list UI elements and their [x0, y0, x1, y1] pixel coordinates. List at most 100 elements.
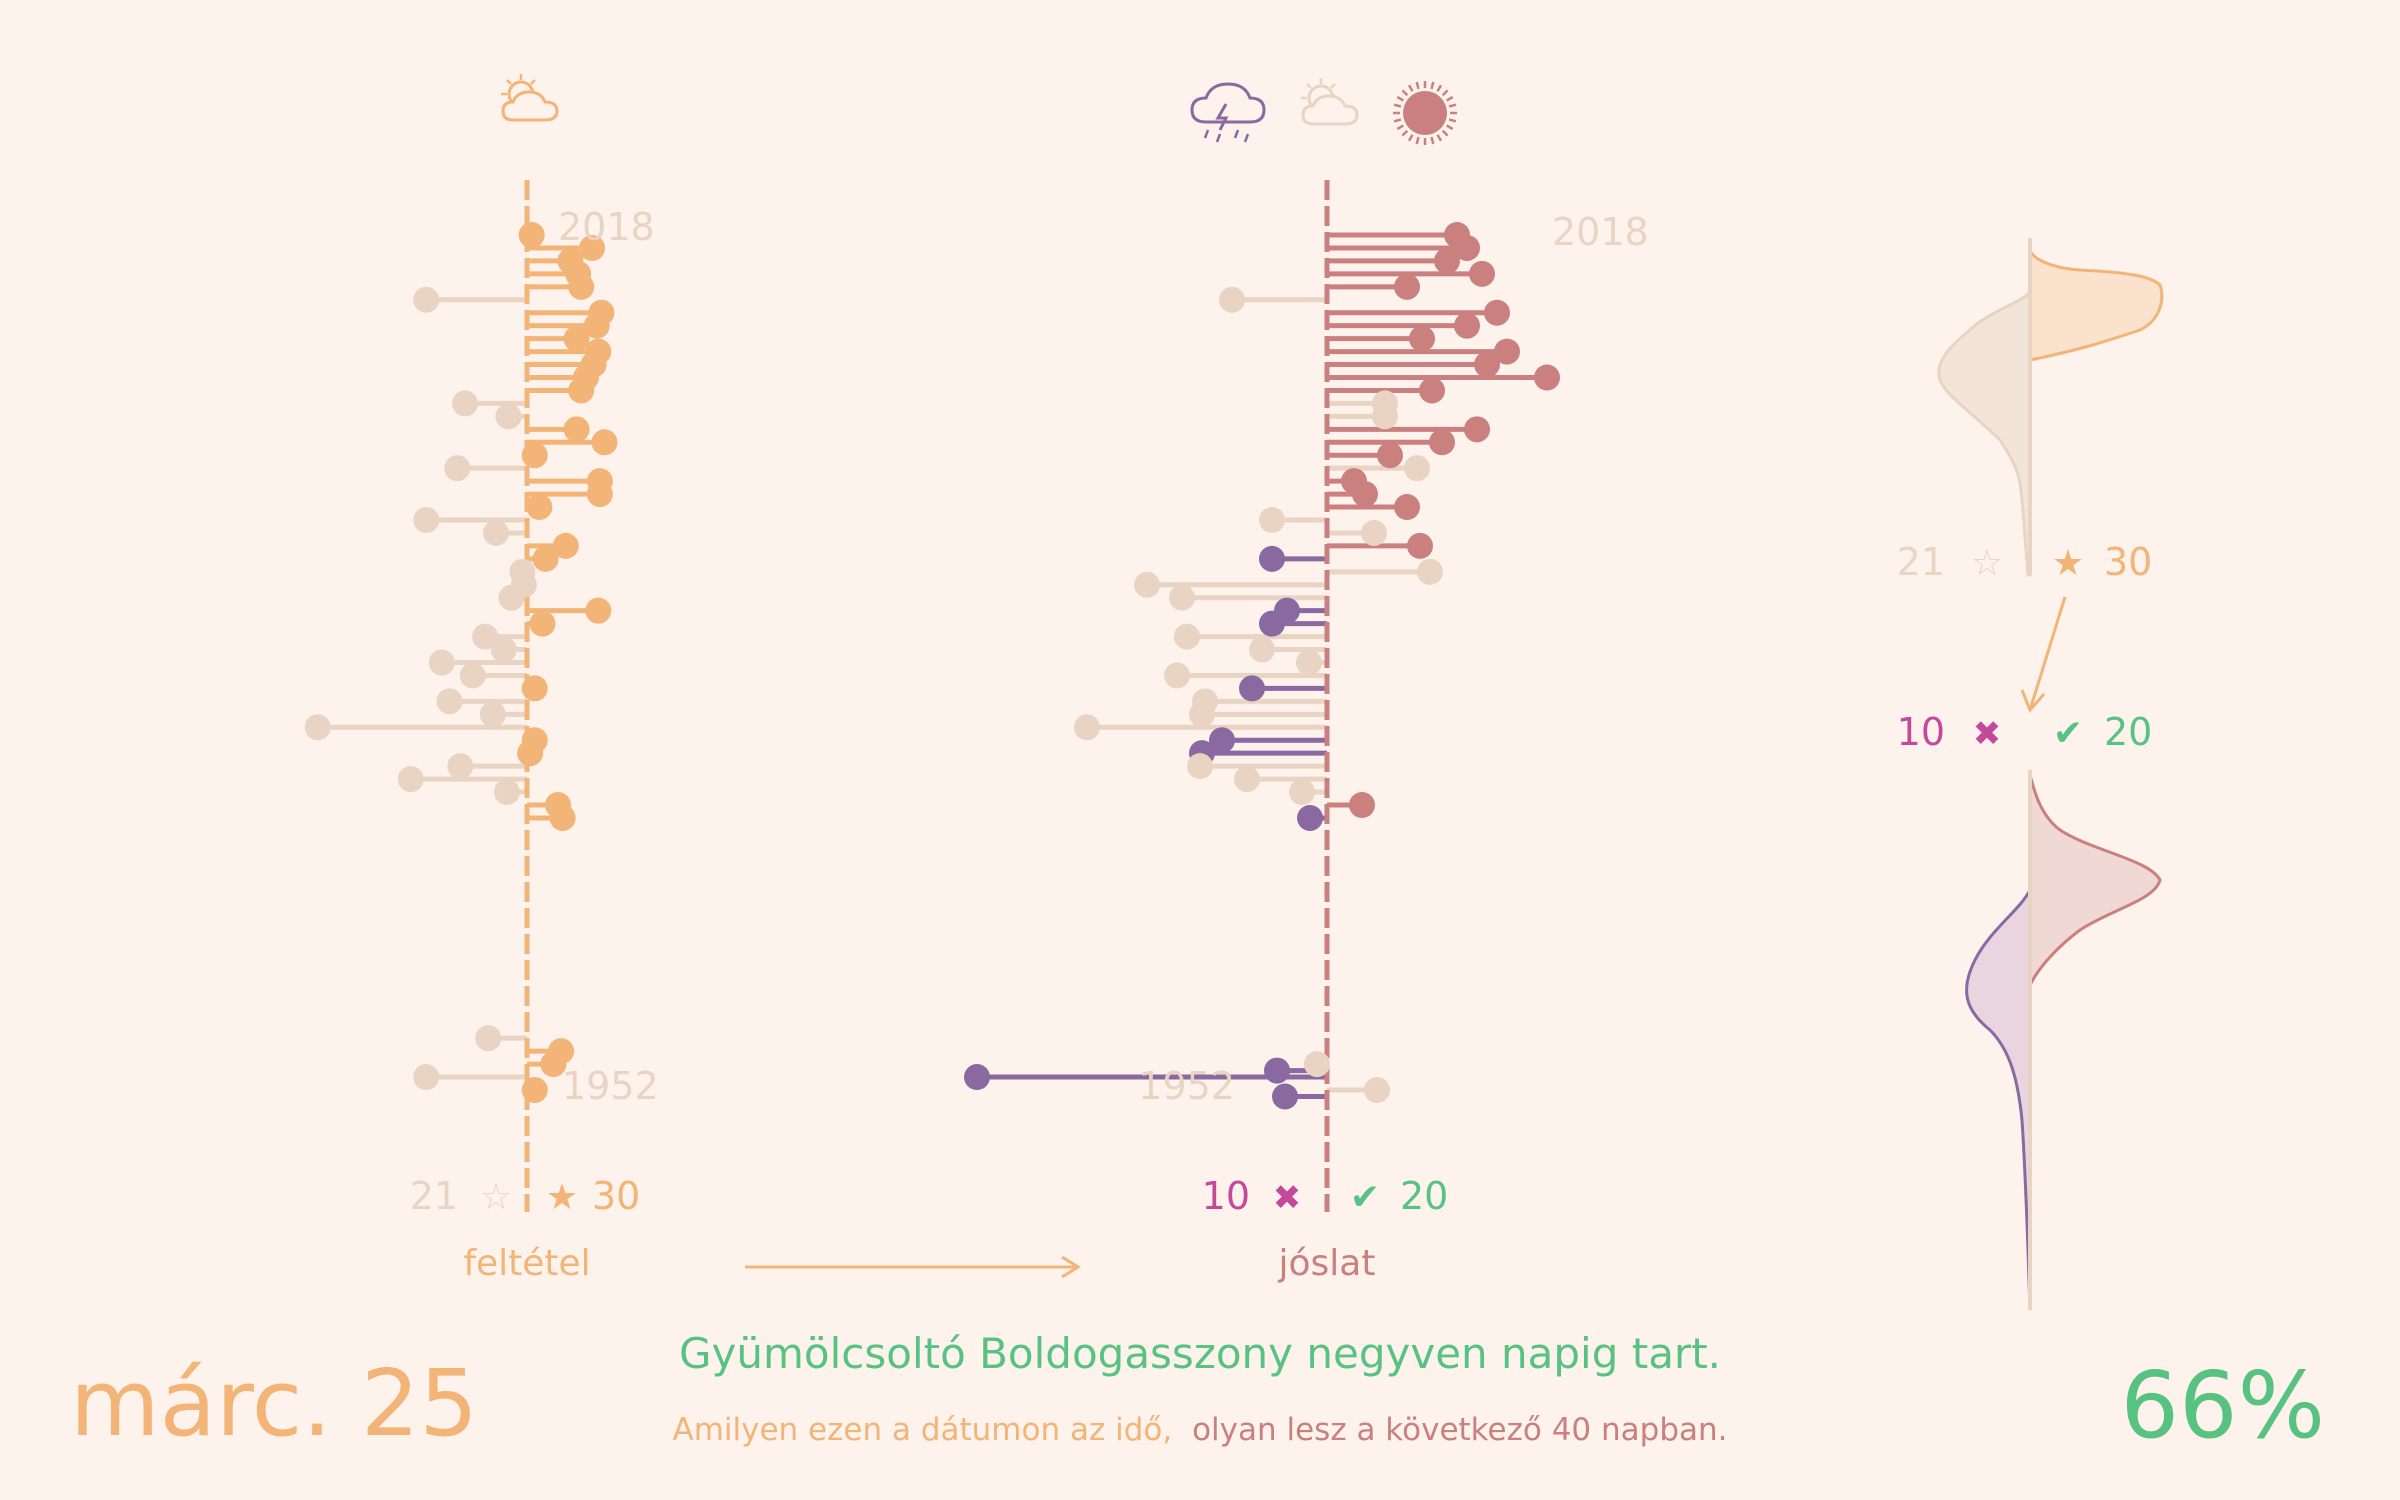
forecast-point	[1372, 403, 1398, 430]
condition-count-pass: 30	[592, 1174, 640, 1218]
condition-point	[483, 519, 509, 546]
forecast-point	[1407, 532, 1433, 559]
forecast-point	[1361, 519, 1387, 546]
side-count-pass: 30	[2104, 540, 2152, 584]
forecast-point	[1296, 649, 1322, 676]
forecast-point	[1219, 286, 1245, 313]
condition-point	[479, 701, 506, 728]
condition-point	[459, 662, 486, 689]
forecast-point	[1534, 364, 1560, 391]
sun-icon	[1393, 81, 1457, 145]
explanation-part2: olyan lesz a következő 40 napban.	[1192, 1412, 1727, 1448]
condition-point	[518, 222, 545, 248]
cross-icon: ✖	[1973, 714, 2002, 754]
forecast-point	[1289, 779, 1315, 806]
condition-point	[549, 804, 576, 831]
forecast-count-wrong: 10	[1202, 1174, 1250, 1218]
forecast-point	[1349, 792, 1375, 818]
forecast-point	[1484, 299, 1510, 326]
forecast-point	[1464, 416, 1490, 443]
forecast-point	[1264, 1057, 1290, 1084]
star-empty-icon: ☆	[1971, 543, 2003, 584]
condition-point	[490, 636, 517, 663]
condition-point	[452, 390, 478, 417]
condition-density	[1937, 238, 2164, 577]
forecast-point	[1434, 247, 1460, 274]
condition-point	[583, 312, 610, 339]
partly-cloudy-icon	[1301, 78, 1359, 126]
condition-point	[563, 325, 590, 352]
forecast-point	[1297, 804, 1323, 831]
forecast-point	[1259, 507, 1285, 533]
side-count-wrong: 10	[1897, 710, 1945, 754]
forecast-point	[1189, 701, 1215, 728]
condition-point	[521, 675, 548, 702]
condition-point	[493, 779, 520, 806]
forecast-point	[1409, 325, 1435, 352]
condition-point	[579, 234, 606, 261]
forecast-point	[1454, 312, 1480, 339]
condition-point	[413, 286, 440, 313]
forecast-label: jóslat	[1278, 1243, 1376, 1284]
forecast-point	[1404, 455, 1430, 482]
condition-point	[413, 1064, 440, 1091]
star-full-icon: ★	[2052, 543, 2084, 584]
forecast-point	[1259, 610, 1285, 637]
forecast-year-bottom: 1952	[1138, 1064, 1235, 1108]
check-icon: ✔	[1350, 1177, 1380, 1218]
forecast-point	[1249, 636, 1275, 663]
condition-year-top: 2018	[558, 205, 655, 249]
condition-point	[413, 507, 440, 533]
forecast-point	[1272, 1083, 1298, 1110]
forecast-point	[1494, 338, 1520, 365]
condition-point	[475, 1025, 502, 1052]
accuracy-percent: 66%	[2121, 1352, 2325, 1459]
condition-point	[521, 442, 548, 469]
forecast-point	[1304, 1051, 1330, 1078]
cross-icon: ✖	[1273, 1178, 1302, 1218]
check-icon: ✔	[2053, 713, 2083, 754]
forecast-point	[1419, 377, 1445, 404]
partly-cloudy-icon	[501, 74, 559, 122]
forecast-point	[1474, 351, 1500, 378]
condition-point	[568, 273, 595, 300]
condition-point	[521, 1077, 548, 1103]
forecast-point	[1394, 273, 1420, 300]
forecast-point	[1259, 545, 1285, 572]
forecast-point	[1377, 442, 1403, 469]
condition-point	[397, 766, 424, 793]
forecast-count-right: 20	[1400, 1174, 1448, 1218]
condition-point	[526, 494, 553, 521]
star-empty-icon: ☆	[480, 1177, 512, 1218]
condition-point	[447, 753, 474, 780]
forecast-point	[1209, 727, 1235, 754]
condition-point	[529, 610, 556, 637]
condition-point	[586, 481, 613, 508]
condition-point	[495, 403, 522, 430]
side-count-fail: 21	[1897, 540, 1945, 584]
forecast-point	[1364, 1077, 1390, 1103]
explanation-part1: Amilyen ezen a dátumon az idő,	[673, 1412, 1173, 1448]
condition-point	[444, 455, 471, 482]
saying: Gyümölcsoltó Boldogasszony negyven napig…	[679, 1329, 1721, 1378]
condition-point	[517, 740, 544, 767]
arrow-icon	[2020, 596, 2067, 713]
condition-point	[563, 416, 590, 443]
forecast-point	[1187, 753, 1213, 780]
condition-point	[428, 649, 455, 676]
forecast-point	[1169, 584, 1195, 611]
forecast-point	[1234, 766, 1260, 793]
forecast-point	[1429, 429, 1455, 456]
condition-point	[568, 377, 595, 404]
condition-year-bottom: 1952	[562, 1064, 659, 1108]
condition-point	[532, 545, 559, 572]
forecast-point	[1417, 558, 1443, 585]
condition-label: feltétel	[463, 1243, 590, 1284]
date-label: márc. 25	[70, 1350, 478, 1457]
forecast-point	[1239, 675, 1265, 702]
condition-point	[552, 532, 579, 559]
condition-point	[304, 714, 331, 741]
forecast-year-top: 2018	[1552, 210, 1649, 254]
condition-point	[498, 584, 525, 611]
